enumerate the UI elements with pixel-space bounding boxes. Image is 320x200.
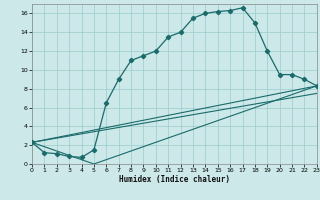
X-axis label: Humidex (Indice chaleur): Humidex (Indice chaleur) [119,175,230,184]
